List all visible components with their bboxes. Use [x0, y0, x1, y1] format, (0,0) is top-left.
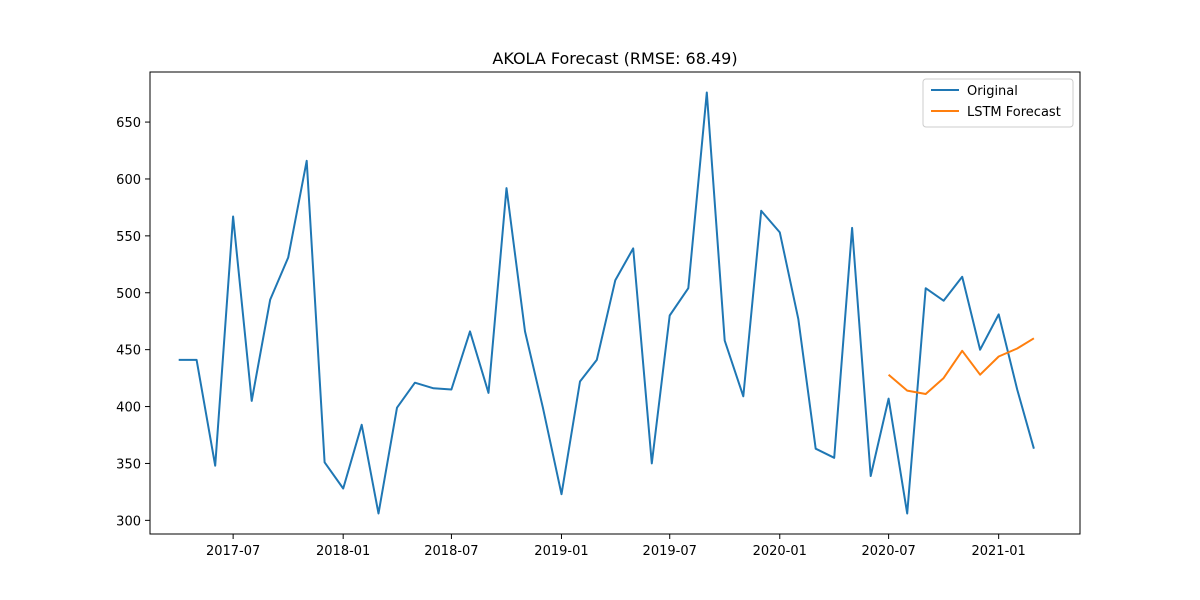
- series-line-original: [178, 91, 1035, 515]
- legend-label-original: Original: [967, 84, 1018, 99]
- y-tick-label: 600: [116, 173, 141, 188]
- legend: Original LSTM Forecast: [922, 78, 1074, 128]
- x-tick-label: 2020-07: [861, 544, 915, 559]
- y-tick-label: 500: [116, 287, 141, 302]
- x-tick-label: 2021-01: [971, 544, 1025, 559]
- legend-label-lstm-forecast: LSTM Forecast: [967, 105, 1061, 120]
- chart-title: AKOLA Forecast (RMSE: 68.49): [492, 49, 737, 68]
- plot-area-frame: [149, 71, 1081, 535]
- y-axis: 300 350 400 450 500 550 600 650: [116, 116, 150, 529]
- series-layer: [178, 91, 1035, 515]
- legend-frame: [922, 78, 1074, 128]
- y-tick-label: 450: [116, 344, 141, 359]
- x-axis: 2017-07 2018-01 2018-07 2019-01 2019-07 2020-…: [206, 534, 1026, 559]
- x-tick-label: 2019-07: [643, 544, 697, 559]
- x-tick-label: 2018-01: [316, 544, 370, 559]
- x-tick-label: 2019-01: [534, 544, 588, 559]
- y-tick-label: 550: [116, 230, 141, 245]
- y-tick-label: 400: [116, 401, 141, 416]
- y-tick-label: 650: [116, 116, 141, 131]
- x-tick-label: 2018-07: [424, 544, 478, 559]
- y-tick-label: 300: [116, 514, 141, 529]
- x-tick-label: 2020-01: [753, 544, 807, 559]
- y-tick-label: 350: [116, 457, 141, 472]
- x-tick-label: 2017-07: [206, 544, 260, 559]
